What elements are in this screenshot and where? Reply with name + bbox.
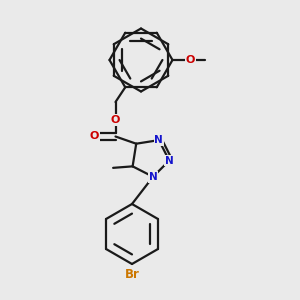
Text: N: N xyxy=(165,156,174,166)
Text: O: O xyxy=(186,55,195,65)
Text: O: O xyxy=(111,115,120,125)
Text: N: N xyxy=(149,172,158,182)
Text: O: O xyxy=(90,131,99,141)
Text: Br: Br xyxy=(124,268,140,281)
Text: N: N xyxy=(154,135,163,145)
